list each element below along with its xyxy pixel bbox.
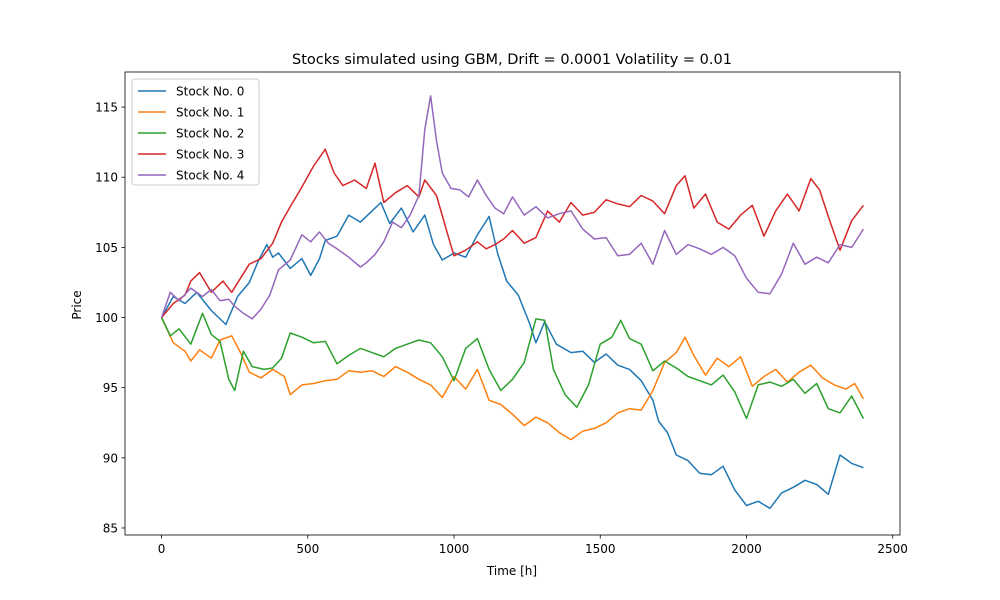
series-layer — [160, 95, 865, 510]
x-tick-label: 1500 — [585, 542, 616, 556]
y-tick-label: 110 — [95, 171, 118, 185]
y-tick-label: 100 — [95, 311, 118, 325]
axes-layer: 0 500 1000 1500 2000 2500 85 90 95 100 105 110 115 — [95, 71, 908, 556]
axes-frame — [124, 71, 901, 536]
chart-title: Stocks simulated using GBM, Drift = 0.00… — [292, 52, 732, 68]
series-line-stock-4 — [160, 95, 865, 320]
legend-box — [131, 78, 260, 186]
y-tick-label: 85 — [103, 521, 118, 535]
series-line-stock-3 — [161, 148, 864, 318]
legend-label-stock-3: Stock No. 3 — [176, 148, 244, 162]
series-line-stock-0 — [160, 201, 864, 510]
legend-label-stock-0: Stock No. 0 — [176, 85, 244, 99]
legend-label-stock-4: Stock No. 4 — [176, 169, 244, 183]
series-line-stock-1 — [160, 317, 865, 441]
x-axis-label: Time [h] — [486, 564, 537, 578]
series-line-stock-2 — [160, 312, 865, 420]
y-tick-label: 105 — [95, 241, 118, 255]
x-tick-label: 2500 — [877, 542, 908, 556]
y-tick-label: 90 — [103, 451, 118, 465]
x-tick-label: 2000 — [731, 542, 762, 556]
x-tick-label: 0 — [158, 542, 166, 556]
legend-label-stock-2: Stock No. 2 — [176, 127, 244, 141]
y-tick-label: 95 — [103, 381, 118, 395]
legend-label-stock-1: Stock No. 1 — [176, 106, 244, 120]
x-tick-label: 1000 — [439, 542, 470, 556]
legend: Stock No. 0 Stock No. 1 Stock No. 2 Stock N… — [131, 78, 260, 186]
y-tick-label: 115 — [95, 101, 118, 115]
x-tick-label: 500 — [296, 542, 319, 556]
y-axis-label: Price — [70, 290, 84, 319]
